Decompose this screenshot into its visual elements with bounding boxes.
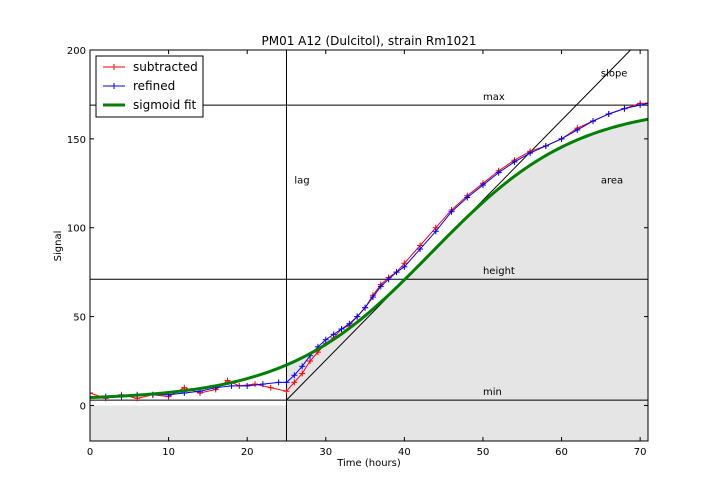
refined-point xyxy=(393,269,400,276)
refined-point xyxy=(464,194,471,201)
refined-point xyxy=(417,246,424,253)
refined-point xyxy=(574,126,581,133)
subtracted-point xyxy=(90,390,93,397)
x-tick-label: 70 xyxy=(634,447,647,458)
refined-point xyxy=(495,169,502,176)
subtracted-point xyxy=(307,358,314,365)
annotation-slope: slope xyxy=(601,69,628,80)
y-tick-label: 50 xyxy=(73,313,86,324)
refined-point xyxy=(558,135,565,142)
x-tick-label: 0 xyxy=(87,447,93,458)
refined-point xyxy=(330,331,337,338)
refined-point xyxy=(401,263,408,270)
refined-point xyxy=(448,208,455,215)
refined-point xyxy=(479,182,486,189)
legend-label: refined xyxy=(133,79,175,93)
subtracted-point xyxy=(283,388,290,395)
plot-area xyxy=(89,49,649,442)
refined-point xyxy=(527,150,534,157)
refined-point xyxy=(637,102,644,109)
annotation-lag: lag xyxy=(294,175,309,186)
refined-point xyxy=(299,363,306,370)
x-tick-label: 30 xyxy=(319,447,332,458)
legend-label: sigmoid fit xyxy=(133,98,197,112)
subtracted-point xyxy=(299,370,306,377)
refined-point xyxy=(354,313,361,320)
refined-point xyxy=(511,158,518,165)
legend-item: subtracted xyxy=(103,60,198,74)
refined-point xyxy=(377,283,384,290)
subtracted-point xyxy=(291,379,298,386)
area-fill xyxy=(286,119,648,406)
annotation-height: height xyxy=(483,266,515,277)
plot-frame xyxy=(89,49,649,442)
y-tick-label: 100 xyxy=(67,224,86,235)
refined-point xyxy=(283,379,290,386)
x-tick-label: 10 xyxy=(162,447,175,458)
y-tick-label: 200 xyxy=(67,46,86,57)
legend-item: refined xyxy=(103,79,175,93)
x-tick-label: 60 xyxy=(555,447,568,458)
refined-point xyxy=(645,100,648,107)
refined-point xyxy=(385,276,392,283)
refined-point xyxy=(542,142,549,149)
chart-title: PM01 A12 (Dulcitol), strain Rm1021 xyxy=(261,34,476,48)
refined-point xyxy=(432,228,439,235)
annotation-max: max xyxy=(483,92,505,103)
area-below-zero xyxy=(90,405,648,441)
x-tick-label: 20 xyxy=(241,447,254,458)
x-tick-label: 50 xyxy=(477,447,490,458)
y-axis-label: Signal xyxy=(53,231,64,262)
annotation-area: area xyxy=(601,175,623,186)
subtracted-point xyxy=(267,384,274,391)
y-tick-label: 150 xyxy=(67,135,86,146)
refined-point xyxy=(338,326,345,333)
x-axis-label: Time (hours) xyxy=(336,458,401,469)
legend-label: subtracted xyxy=(133,60,198,74)
sigmoid-fit-line xyxy=(90,117,648,399)
refined-point xyxy=(291,372,298,379)
refined-point xyxy=(346,320,353,327)
refined-point xyxy=(369,294,376,301)
refined-point xyxy=(605,110,612,117)
refined-point xyxy=(322,336,329,343)
refined-point xyxy=(362,304,369,311)
subtracted-point xyxy=(252,381,259,388)
refined-point xyxy=(275,379,282,386)
refined-point xyxy=(589,118,596,125)
refined-point xyxy=(244,382,251,389)
x-tick-label: 40 xyxy=(398,447,411,458)
y-tick-label: 0 xyxy=(80,401,86,412)
annotation-min: min xyxy=(483,387,502,398)
refined-point xyxy=(621,105,628,112)
legend-item: sigmoid fit xyxy=(103,98,197,112)
refined-point xyxy=(259,381,266,388)
legend: subtracted refined sigmoid fit xyxy=(95,55,204,118)
